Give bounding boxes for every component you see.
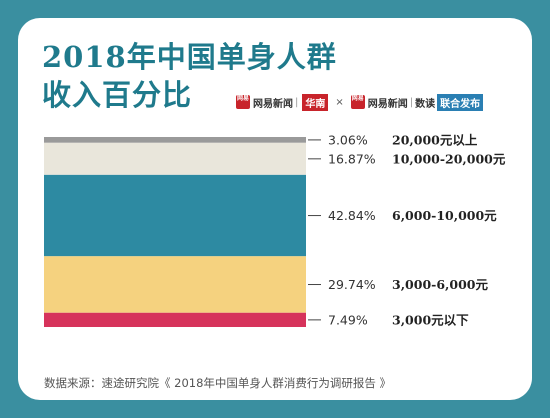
percent-label: 42.84% (328, 208, 376, 223)
brand-1: 网易 网易新闻 | 华南 (236, 93, 329, 111)
bar-segment (44, 312, 306, 327)
category-label: 6,000-10,000元 (392, 208, 497, 223)
percent-label: 7.49% (328, 312, 368, 327)
category-label: 3,000-6,000元 (392, 277, 488, 292)
category-label: 10,000-20,000元 (392, 151, 506, 166)
brand-2-tag: 联合发布 (437, 93, 484, 111)
netease-logo-icon: 网易 (350, 95, 365, 109)
publisher-logos: 网易 网易新闻 | 华南 × 网易 网易新闻 | 数读 联合发布 (236, 93, 484, 111)
netease-logo-icon: 网易 (236, 95, 250, 109)
brand-1-name: 网易新闻 (253, 98, 293, 110)
chart-title-line2: 收入百分比 (42, 78, 193, 112)
brand-2-name: 网易新闻 (367, 98, 408, 110)
bar-segment (44, 142, 306, 175)
percent-label: 3.06% (328, 132, 368, 147)
chart-title-line1: 2018年中国单身人群 (42, 40, 337, 74)
cross-symbol: × (335, 96, 344, 108)
percent-label: 29.74% (328, 277, 376, 292)
brand-1-tag: 华南 (302, 93, 329, 111)
brand-2-divider: | (409, 96, 414, 108)
chart-title: 2018年中国单身人群 收入百分比 (42, 38, 337, 114)
data-source: 数据来源：速途研究院《 2018年中国单身人群消费行为调研报告 》 (44, 376, 392, 390)
brand-2: 网易 网易新闻 | 数读 联合发布 (350, 93, 484, 111)
category-label: 20,000元以上 (392, 132, 478, 147)
bar-segment (44, 174, 306, 257)
bar-segment (44, 137, 306, 143)
category-label: 3,000元以下 (392, 312, 469, 327)
percent-label: 16.87% (328, 151, 376, 166)
bar-segment (44, 256, 306, 313)
brand-2-section: 数读 (415, 98, 436, 110)
brand-1-divider: | (295, 96, 299, 108)
